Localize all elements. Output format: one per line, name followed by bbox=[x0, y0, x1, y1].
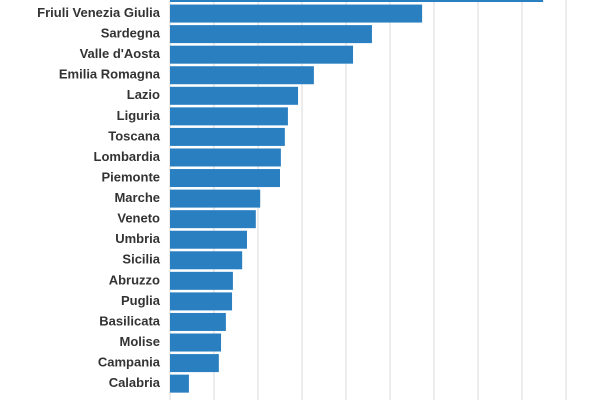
bar bbox=[170, 271, 233, 290]
bar bbox=[170, 127, 285, 146]
bar bbox=[170, 210, 256, 229]
bar bbox=[170, 230, 247, 249]
y-tick-label: Marche bbox=[114, 190, 160, 205]
bar bbox=[170, 4, 423, 23]
y-tick-label: Umbria bbox=[115, 231, 161, 246]
y-tick-label: Lazio bbox=[127, 87, 160, 102]
bar bbox=[170, 45, 354, 64]
bar bbox=[170, 148, 281, 167]
y-tick-label: Veneto bbox=[117, 211, 160, 226]
y-tick-label: Friuli Venezia Giulia bbox=[37, 5, 161, 20]
y-tick-label: Liguria bbox=[117, 108, 161, 123]
y-tick-label: Piemonte bbox=[101, 169, 160, 184]
bar bbox=[170, 251, 243, 270]
bar bbox=[170, 189, 261, 208]
y-tick-label: Valle d'Aosta bbox=[80, 46, 161, 61]
y-tick-label: Emilia Romagna bbox=[59, 67, 161, 82]
bar bbox=[170, 333, 222, 352]
y-tick-label: Puglia bbox=[121, 293, 161, 308]
y-tick-label: Campania bbox=[98, 355, 161, 370]
y-tick-label: Sardegna bbox=[101, 26, 161, 41]
y-tick-label: Toscana bbox=[108, 128, 161, 143]
y-tick-label: Sicilia bbox=[122, 252, 160, 267]
bar bbox=[170, 107, 288, 126]
bar bbox=[170, 374, 189, 393]
bar bbox=[170, 292, 233, 311]
bar bbox=[170, 312, 226, 331]
bar bbox=[170, 169, 280, 188]
bar bbox=[170, 66, 314, 85]
bar bbox=[170, 0, 544, 2]
bar bbox=[170, 86, 299, 105]
bar bbox=[170, 354, 219, 373]
y-tick-label: Molise bbox=[120, 334, 160, 349]
bar bbox=[170, 25, 372, 44]
y-tick-label: Abruzzo bbox=[109, 272, 160, 287]
y-tick-label: Lombardia bbox=[94, 149, 161, 164]
y-tick-label: Calabria bbox=[109, 375, 161, 390]
y-tick-label: Basilicata bbox=[99, 313, 160, 328]
